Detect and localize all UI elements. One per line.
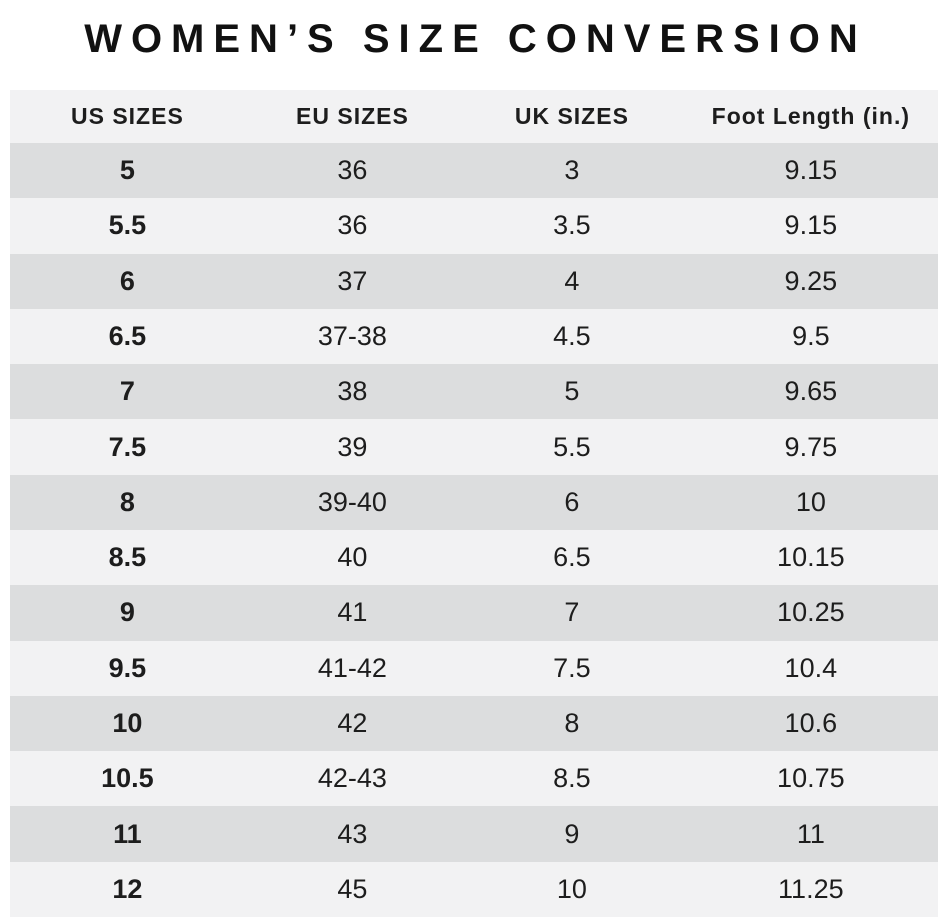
foot-length-cell: 9.25 xyxy=(784,265,838,296)
table-row: 10 42 8 10.6 xyxy=(10,695,938,752)
table-row: 6.5 37-38 4.5 9.5 xyxy=(10,308,938,365)
uk-size-cell: 7.5 xyxy=(553,652,591,683)
eu-size-cell: 37-38 xyxy=(317,320,387,351)
eu-size-cell: 39 xyxy=(337,431,368,462)
table-row: 7 38 5 9.65 xyxy=(10,364,938,420)
us-size-cell: 5.5 xyxy=(108,210,147,241)
column-header-foot-length: Foot Length (in.) xyxy=(711,103,911,129)
uk-size-cell: 8.5 xyxy=(553,763,591,794)
us-size-cell: 7.5 xyxy=(108,431,147,462)
uk-size-cell: 8 xyxy=(564,707,580,738)
eu-size-cell: 42 xyxy=(337,707,368,738)
us-size-cell: 5 xyxy=(119,155,135,186)
page-title: WOMEN’S SIZE CONVERSION xyxy=(84,16,867,61)
eu-size-cell: 38 xyxy=(337,376,368,407)
us-size-cell: 9.5 xyxy=(108,652,147,683)
foot-length-cell: 10 xyxy=(795,486,826,517)
uk-size-cell: 10 xyxy=(556,873,587,904)
table-body: 5 36 3 9.15 5.5 36 3.5 9.15 6 37 4 9.25 6.5 37-38 4.5 9… xyxy=(10,143,938,917)
foot-length-cell: 10.15 xyxy=(777,542,845,573)
table-row: 9 41 7 10.25 xyxy=(10,585,938,641)
eu-size-cell: 43 xyxy=(337,818,368,849)
us-size-cell: 10.5 xyxy=(101,763,154,794)
eu-size-cell: 41 xyxy=(337,597,368,628)
uk-size-cell: 9 xyxy=(564,818,580,849)
table-row: 9.5 41-42 7.5 10.4 xyxy=(10,640,938,696)
eu-size-cell: 45 xyxy=(337,873,368,904)
foot-length-cell: 11.25 xyxy=(778,873,844,904)
table-row: 8 39-40 6 10 xyxy=(10,474,938,530)
eu-size-cell: 39-40 xyxy=(317,486,387,517)
us-size-cell: 6 xyxy=(119,265,135,296)
eu-size-cell: 41-42 xyxy=(317,652,387,683)
foot-length-cell: 9.65 xyxy=(784,376,838,407)
foot-length-cell: 9.5 xyxy=(792,320,830,351)
uk-size-cell: 6 xyxy=(564,486,580,517)
table-row: 6 37 4 9.25 xyxy=(10,253,938,309)
foot-length-cell: 11 xyxy=(796,818,825,849)
uk-size-cell: 3 xyxy=(564,155,580,186)
eu-size-cell: 37 xyxy=(337,265,368,296)
foot-length-cell: 10.25 xyxy=(777,597,845,628)
table-row: 10.5 42-43 8.5 10.75 xyxy=(10,751,938,807)
us-size-cell: 12 xyxy=(112,873,143,904)
foot-length-cell: 10.4 xyxy=(784,652,838,683)
table-row: 5.5 36 3.5 9.15 xyxy=(10,198,938,254)
us-size-cell: 8 xyxy=(119,486,135,517)
title-area: WOMEN’S SIZE CONVERSION xyxy=(0,0,951,90)
uk-size-cell: 4 xyxy=(564,265,580,296)
table-row: 12 45 10 11.25 xyxy=(10,861,938,917)
us-size-cell: 11 xyxy=(113,818,142,849)
foot-length-cell: 9.75 xyxy=(784,431,838,462)
foot-length-cell: 9.15 xyxy=(784,155,838,186)
foot-length-cell: 10.75 xyxy=(777,763,845,794)
foot-length-cell: 9.15 xyxy=(784,210,838,241)
column-header-us-sizes: US SIZES xyxy=(70,103,184,129)
uk-size-cell: 7 xyxy=(564,597,580,628)
column-header-eu-sizes: EU SIZES xyxy=(296,103,409,129)
table-row: 8.5 40 6.5 10.15 xyxy=(10,529,938,586)
column-header-uk-sizes: UK SIZES xyxy=(514,103,629,129)
us-size-cell: 7 xyxy=(119,376,135,407)
size-conversion-table: US SIZES EU SIZES UK SIZES Foot Length (… xyxy=(10,90,938,917)
eu-size-cell: 42-43 xyxy=(317,763,387,794)
eu-size-cell: 40 xyxy=(337,542,368,573)
table-header-row: US SIZES EU SIZES UK SIZES Foot Length (… xyxy=(10,90,938,143)
eu-size-cell: 36 xyxy=(337,155,368,186)
uk-size-cell: 5.5 xyxy=(553,431,591,462)
table-row: 7.5 39 5.5 9.75 xyxy=(10,419,938,475)
us-size-cell: 6.5 xyxy=(108,320,147,351)
us-size-cell: 8.5 xyxy=(108,542,147,573)
table-row: 11 43 9 11 xyxy=(10,806,938,862)
us-size-cell: 10 xyxy=(112,707,143,738)
uk-size-cell: 5 xyxy=(564,376,580,407)
table-row: 5 36 3 9.15 xyxy=(10,143,938,199)
uk-size-cell: 4.5 xyxy=(553,320,591,351)
uk-size-cell: 3.5 xyxy=(553,210,591,241)
uk-size-cell: 6.5 xyxy=(553,542,591,573)
foot-length-cell: 10.6 xyxy=(784,707,838,738)
eu-size-cell: 36 xyxy=(337,210,368,241)
us-size-cell: 9 xyxy=(119,597,135,628)
